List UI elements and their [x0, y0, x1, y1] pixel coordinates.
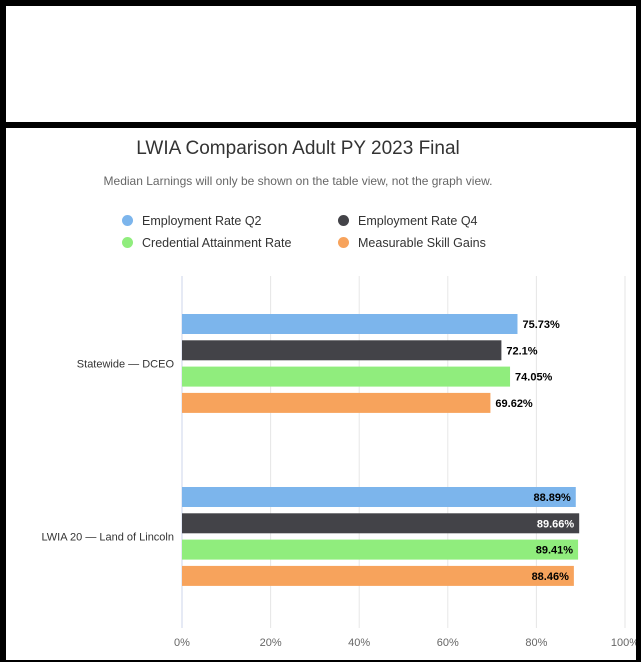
chart-panel: LWIA Comparison Adult PY 2023 Final Medi…	[6, 128, 636, 660]
bar	[182, 565, 574, 586]
legend-item-employment-rate-q4[interactable]: Employment Rate Q4	[338, 214, 478, 228]
bar	[182, 487, 576, 507]
data-label: 72.1%	[506, 345, 537, 357]
legend-marker-icon	[122, 237, 133, 248]
category-label: Statewide — DCEO	[77, 358, 175, 370]
legend-label: Employment Rate Q2	[142, 214, 262, 228]
legend-label: Credential Attainment Rate	[142, 236, 292, 250]
bar	[182, 539, 579, 560]
bar	[182, 314, 518, 334]
x-tick-label: 60%	[437, 637, 459, 649]
data-label: 88.89%	[533, 492, 571, 504]
x-tick-label: 40%	[348, 637, 370, 649]
legend-marker-icon	[122, 215, 133, 226]
bar	[182, 513, 580, 534]
legend-label: Measurable Skill Gains	[358, 236, 486, 250]
chart-subtitle: Median Larnings will only be shown on th…	[103, 174, 493, 188]
data-label: 74.05%	[515, 372, 553, 384]
x-tick-label: 100%	[611, 637, 636, 649]
data-label: 89.41%	[536, 545, 574, 557]
legend-item-measurable-skill-gains[interactable]: Measurable Skill Gains	[338, 236, 486, 250]
category-label: LWIA 20 — Land of Lincoln	[42, 531, 175, 543]
legend-item-credential-attainment-rate[interactable]: Credential Attainment Rate	[122, 236, 291, 250]
legend-marker-icon	[338, 215, 349, 226]
chart-title: LWIA Comparison Adult PY 2023 Final	[136, 138, 460, 159]
bar-chart-plot: 0% 20% 40% 60% 80% 100% Statewide — DCEO 75.73%…	[42, 276, 636, 649]
bar	[182, 392, 491, 413]
legend-item-employment-rate-q2[interactable]: Employment Rate Q2	[122, 214, 262, 228]
legend-marker-icon	[338, 237, 349, 248]
x-tick-label: 20%	[260, 637, 282, 649]
top-blank-panel	[6, 6, 636, 122]
data-label: 75.73%	[522, 319, 560, 331]
x-tick-label: 80%	[525, 637, 547, 649]
bar	[182, 366, 511, 387]
data-label: 89.66%	[537, 518, 575, 530]
data-label: 69.62%	[495, 398, 533, 410]
bar	[182, 340, 502, 361]
data-label: 88.46%	[532, 571, 570, 583]
x-tick-label: 0%	[174, 637, 190, 649]
legend-label: Employment Rate Q4	[358, 214, 478, 228]
